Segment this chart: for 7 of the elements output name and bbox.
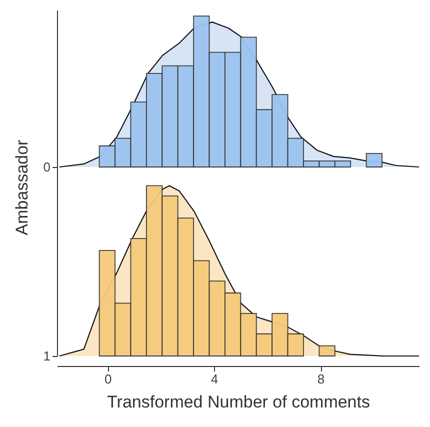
- x-axis-title: Transformed Number of comments: [107, 392, 370, 412]
- x-tick-label: 4: [210, 372, 218, 386]
- x-tick-label: 0: [104, 372, 112, 386]
- y-axis-title: Ambassador: [12, 139, 32, 236]
- text: 0: [43, 160, 50, 174]
- x-tick-label: 8: [317, 372, 325, 386]
- text: 1: [43, 348, 50, 364]
